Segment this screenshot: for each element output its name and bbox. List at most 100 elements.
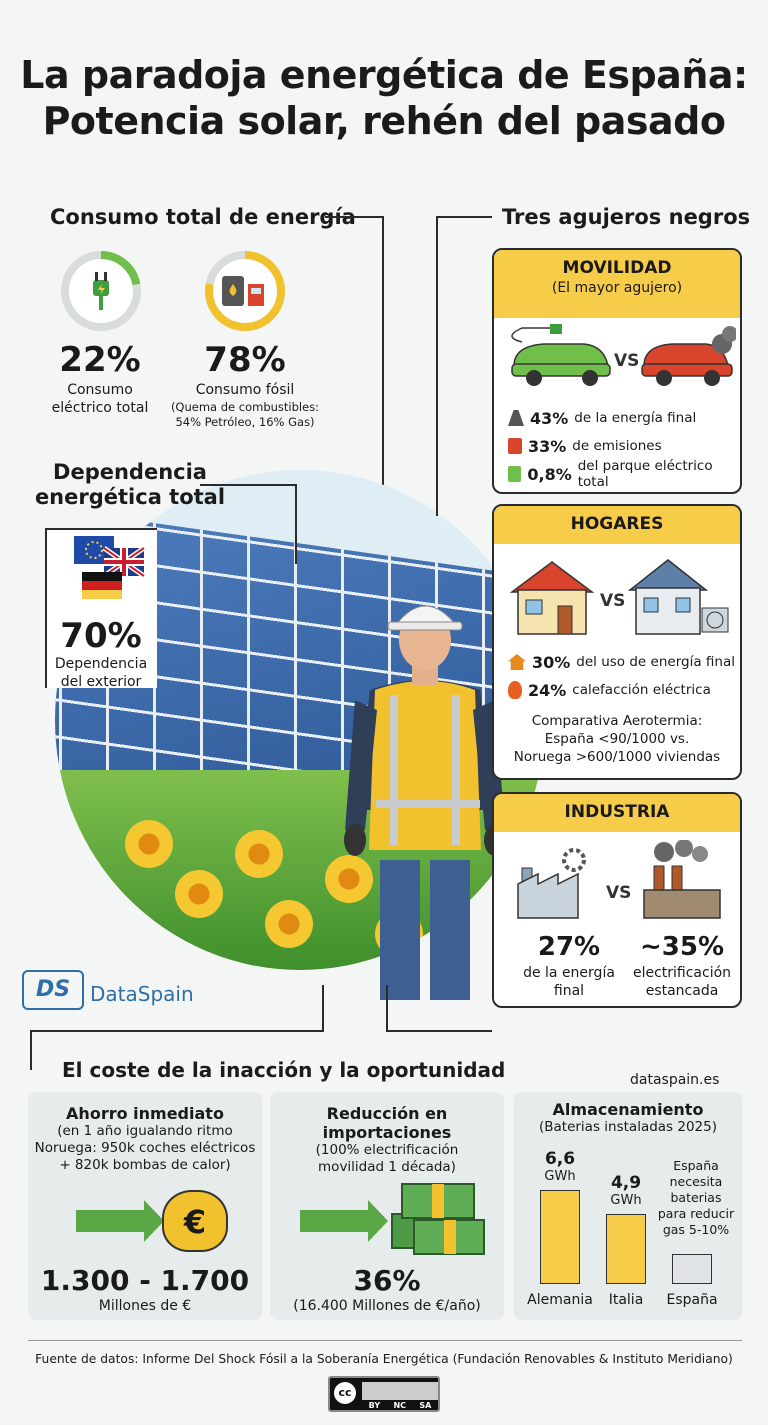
connector-line <box>382 216 384 516</box>
flower-icon <box>265 900 313 948</box>
coste-heading: El coste de la inacción y la oportunidad <box>62 1058 506 1082</box>
movilidad-row: 43% de la energía final <box>494 404 740 432</box>
dependencia-heading: Dependencia energética total <box>34 460 226 509</box>
bar-italia <box>606 1214 646 1284</box>
almacenamiento-title: Almacenamiento <box>552 1100 704 1119</box>
bar-unit-label: GWh <box>544 1168 576 1184</box>
dataspain-logo-icon: DS <box>22 970 84 1010</box>
reduccion-title: Reducción en importaciones <box>322 1104 452 1142</box>
title-line-1: La paradoja energética de España: <box>20 53 748 97</box>
connector-line <box>386 1030 492 1032</box>
industria-header: INDUSTRIA <box>494 794 740 832</box>
charger-icon <box>508 466 522 482</box>
connector-line <box>295 484 297 564</box>
fossil-ring <box>205 251 285 331</box>
plug-icon <box>93 272 109 310</box>
movilidad-row: 0,8% del parque eléctrico total <box>494 458 740 490</box>
reduccion-value: 36% <box>353 1264 421 1297</box>
industria-right-value: ~35% <box>639 932 725 962</box>
connector-line <box>30 1030 324 1032</box>
vs-label: VS <box>600 591 625 611</box>
connector-line <box>325 216 383 218</box>
dependencia-pct: 70% <box>60 616 142 656</box>
electric-ring <box>61 251 141 331</box>
bar-unit-label: GWh <box>610 1193 642 1208</box>
ahorro-unit: Millones de € <box>98 1298 192 1314</box>
page-title: La paradoja energética de España: Potenc… <box>0 52 768 144</box>
reduccion-sub: (100% electrificación movilidad 1 década… <box>315 1142 459 1175</box>
license-labels: BY NC SA <box>368 1401 432 1410</box>
hogares-row: 30% del uso de energía final <box>494 648 740 676</box>
ahorro-value: 1.300 - 1.700 <box>40 1264 250 1297</box>
movilidad-row: 33% de emisiones <box>494 432 740 460</box>
house-icon <box>508 654 526 670</box>
footer-source: Fuente de datos: Informe Del Shock Fósil… <box>35 1352 733 1366</box>
bar-españa <box>672 1254 712 1284</box>
movilidad-header: MOVILIDAD (El mayor agujero) <box>494 250 740 318</box>
brand-url: dataspain.es <box>630 1072 720 1088</box>
money-bag-icon: € <box>162 1190 228 1252</box>
worker-illustration <box>344 605 506 1000</box>
flower-icon <box>95 900 143 948</box>
fuel-pump-icon <box>508 438 522 454</box>
battery-bar-chart: 6,6 GWh Alemania 4,9 GWh Italia España <box>514 1092 742 1320</box>
agujeros-heading: Tres agujeros negros <box>502 205 751 229</box>
connector-line <box>30 1030 32 1070</box>
license-icons <box>362 1382 438 1400</box>
fuel-pump-icon <box>222 276 264 306</box>
cash-stack-icon <box>391 1183 485 1255</box>
fossil-detail: (Quema de combustibles: 54% Petróleo, 16… <box>170 400 320 429</box>
almacenamiento-note: España necesita baterias para reducir ga… <box>657 1158 735 1237</box>
flower-icon <box>325 855 373 903</box>
flower-icon <box>125 820 173 868</box>
x-tick-label: Italia <box>608 1292 644 1308</box>
almacenamiento-box: Almacenamiento (Baterias instaladas 2025… <box>514 1092 742 1320</box>
electric-pct: 22% <box>59 340 141 380</box>
factories-comparison-icon: VS <box>517 840 721 919</box>
bar-alemania <box>540 1189 580 1284</box>
x-tick-label: España <box>666 1292 718 1308</box>
ahorro-box: Ahorro inmediato (en 1 año igualando rit… <box>28 1092 262 1320</box>
cc-icon: cc <box>334 1382 356 1404</box>
houses-comparison-icon: VS <box>509 559 729 635</box>
vs-label: VS <box>606 883 631 903</box>
title-line-2: Potencia solar, rehén del pasado <box>42 99 726 143</box>
arrow-right-icon <box>300 1200 388 1242</box>
uk-flag-icon <box>102 545 146 579</box>
bar-value-label: 6,6 GWh <box>530 1150 590 1186</box>
arrow-right-icon <box>76 1200 164 1242</box>
connector-line <box>386 985 388 1031</box>
ahorro-sub: (en 1 año igualando ritmo Noruega: 950k … <box>34 1123 256 1173</box>
connector-line <box>436 216 492 218</box>
cc-license-badge-icon: cc BY NC SA <box>328 1376 440 1412</box>
footer-divider <box>28 1340 742 1341</box>
industria-left-label: de la energía final <box>523 965 615 999</box>
road-icon <box>508 410 524 426</box>
vs-label: VS <box>614 351 639 371</box>
industria-right-label: electrificación estancada <box>632 965 732 999</box>
flower-icon <box>175 870 223 918</box>
cars-comparison-icon: VS <box>511 324 736 386</box>
connector-line <box>322 985 324 1031</box>
fossil-label: Consumo fósil <box>195 382 295 398</box>
ahorro-title: Ahorro inmediato <box>66 1104 224 1123</box>
electric-label: Consumo eléctrico total <box>51 382 149 416</box>
movilidad-card: MOVILIDAD (El mayor agujero) VS 43% de l… <box>492 248 742 494</box>
reduccion-box: Reducción en importaciones (100% electri… <box>270 1092 504 1320</box>
flower-icon <box>235 830 283 878</box>
aerotermia-note: Comparativa Aerotermia: España <90/1000 … <box>513 713 721 765</box>
germany-flag-icon <box>82 572 122 599</box>
connector-line <box>436 216 438 516</box>
flags-icon <box>74 536 146 599</box>
flame-icon <box>508 681 522 699</box>
reduccion-unit: (16.400 Millones de €/año) <box>293 1298 481 1314</box>
x-tick-label: Alemania <box>527 1292 593 1308</box>
industria-left-value: 27% <box>537 932 601 962</box>
hogares-card: HOGARES VS 30% del uso de energía final … <box>492 504 742 780</box>
almacenamiento-subtitle: (Baterias instaladas 2025) <box>538 1119 718 1135</box>
dependencia-label: Dependencia del exterior <box>54 656 148 690</box>
consumo-heading: Consumo total de energía <box>50 205 356 229</box>
connector-line <box>200 484 296 486</box>
fossil-pct: 78% <box>204 340 286 380</box>
brand-name: DataSpain <box>90 982 194 1006</box>
